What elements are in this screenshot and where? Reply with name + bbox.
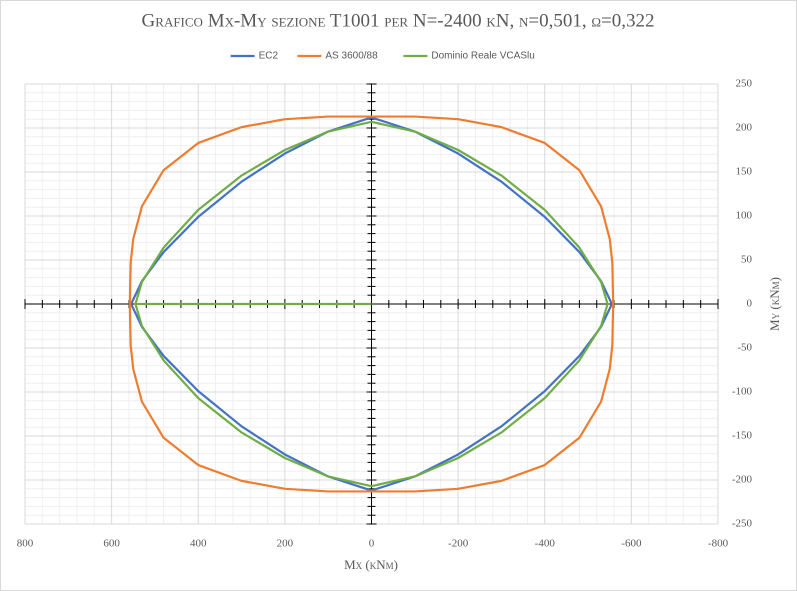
series-line bbox=[130, 116, 613, 492]
y-tick-label: 50 bbox=[741, 254, 753, 266]
series-line bbox=[128, 115, 615, 493]
legend-label: AS 3600/88 bbox=[325, 51, 378, 62]
y-tick-label: -50 bbox=[737, 342, 752, 354]
x-tick-label: -400 bbox=[535, 538, 556, 550]
legend: EC2 AS 3600/88 Dominio Reale VCASlu bbox=[230, 51, 535, 62]
x-tick-label: 800 bbox=[17, 538, 34, 550]
y-axis-label: My (kNm) bbox=[767, 277, 782, 331]
axes: 800 600 400 200 0 -200 -400 -600 -800-250 -200 -15… bbox=[17, 78, 753, 550]
y-tick-label: 0 bbox=[747, 298, 753, 310]
x-tick-label: 0 bbox=[369, 538, 375, 550]
y-tick-label: -200 bbox=[732, 474, 753, 486]
legend-label: Dominio Reale VCASlu bbox=[431, 51, 534, 62]
plot-area bbox=[128, 115, 615, 493]
x-tick-label: 200 bbox=[277, 538, 294, 550]
y-tick-label: -250 bbox=[732, 518, 753, 530]
y-tick-label: 150 bbox=[736, 166, 753, 178]
x-tick-label: -800 bbox=[708, 538, 729, 550]
x-tick-label: -200 bbox=[448, 538, 469, 550]
y-tick-label: 100 bbox=[736, 210, 753, 222]
series-line bbox=[134, 120, 609, 488]
x-tick-label: 600 bbox=[103, 538, 120, 550]
x-axis-label: Mx (kNm) bbox=[344, 557, 398, 572]
x-tick-label: -600 bbox=[621, 538, 642, 550]
chart-title: Grafico Mx-My sezione T1001 per N=-2400 … bbox=[142, 10, 655, 31]
y-tick-label: 250 bbox=[736, 78, 753, 90]
x-tick-label: 400 bbox=[190, 538, 207, 550]
y-tick-label: 200 bbox=[736, 122, 753, 134]
y-tick-label: -100 bbox=[732, 386, 753, 398]
legend-label: EC2 bbox=[259, 51, 279, 62]
y-tick-label: -150 bbox=[732, 430, 753, 442]
